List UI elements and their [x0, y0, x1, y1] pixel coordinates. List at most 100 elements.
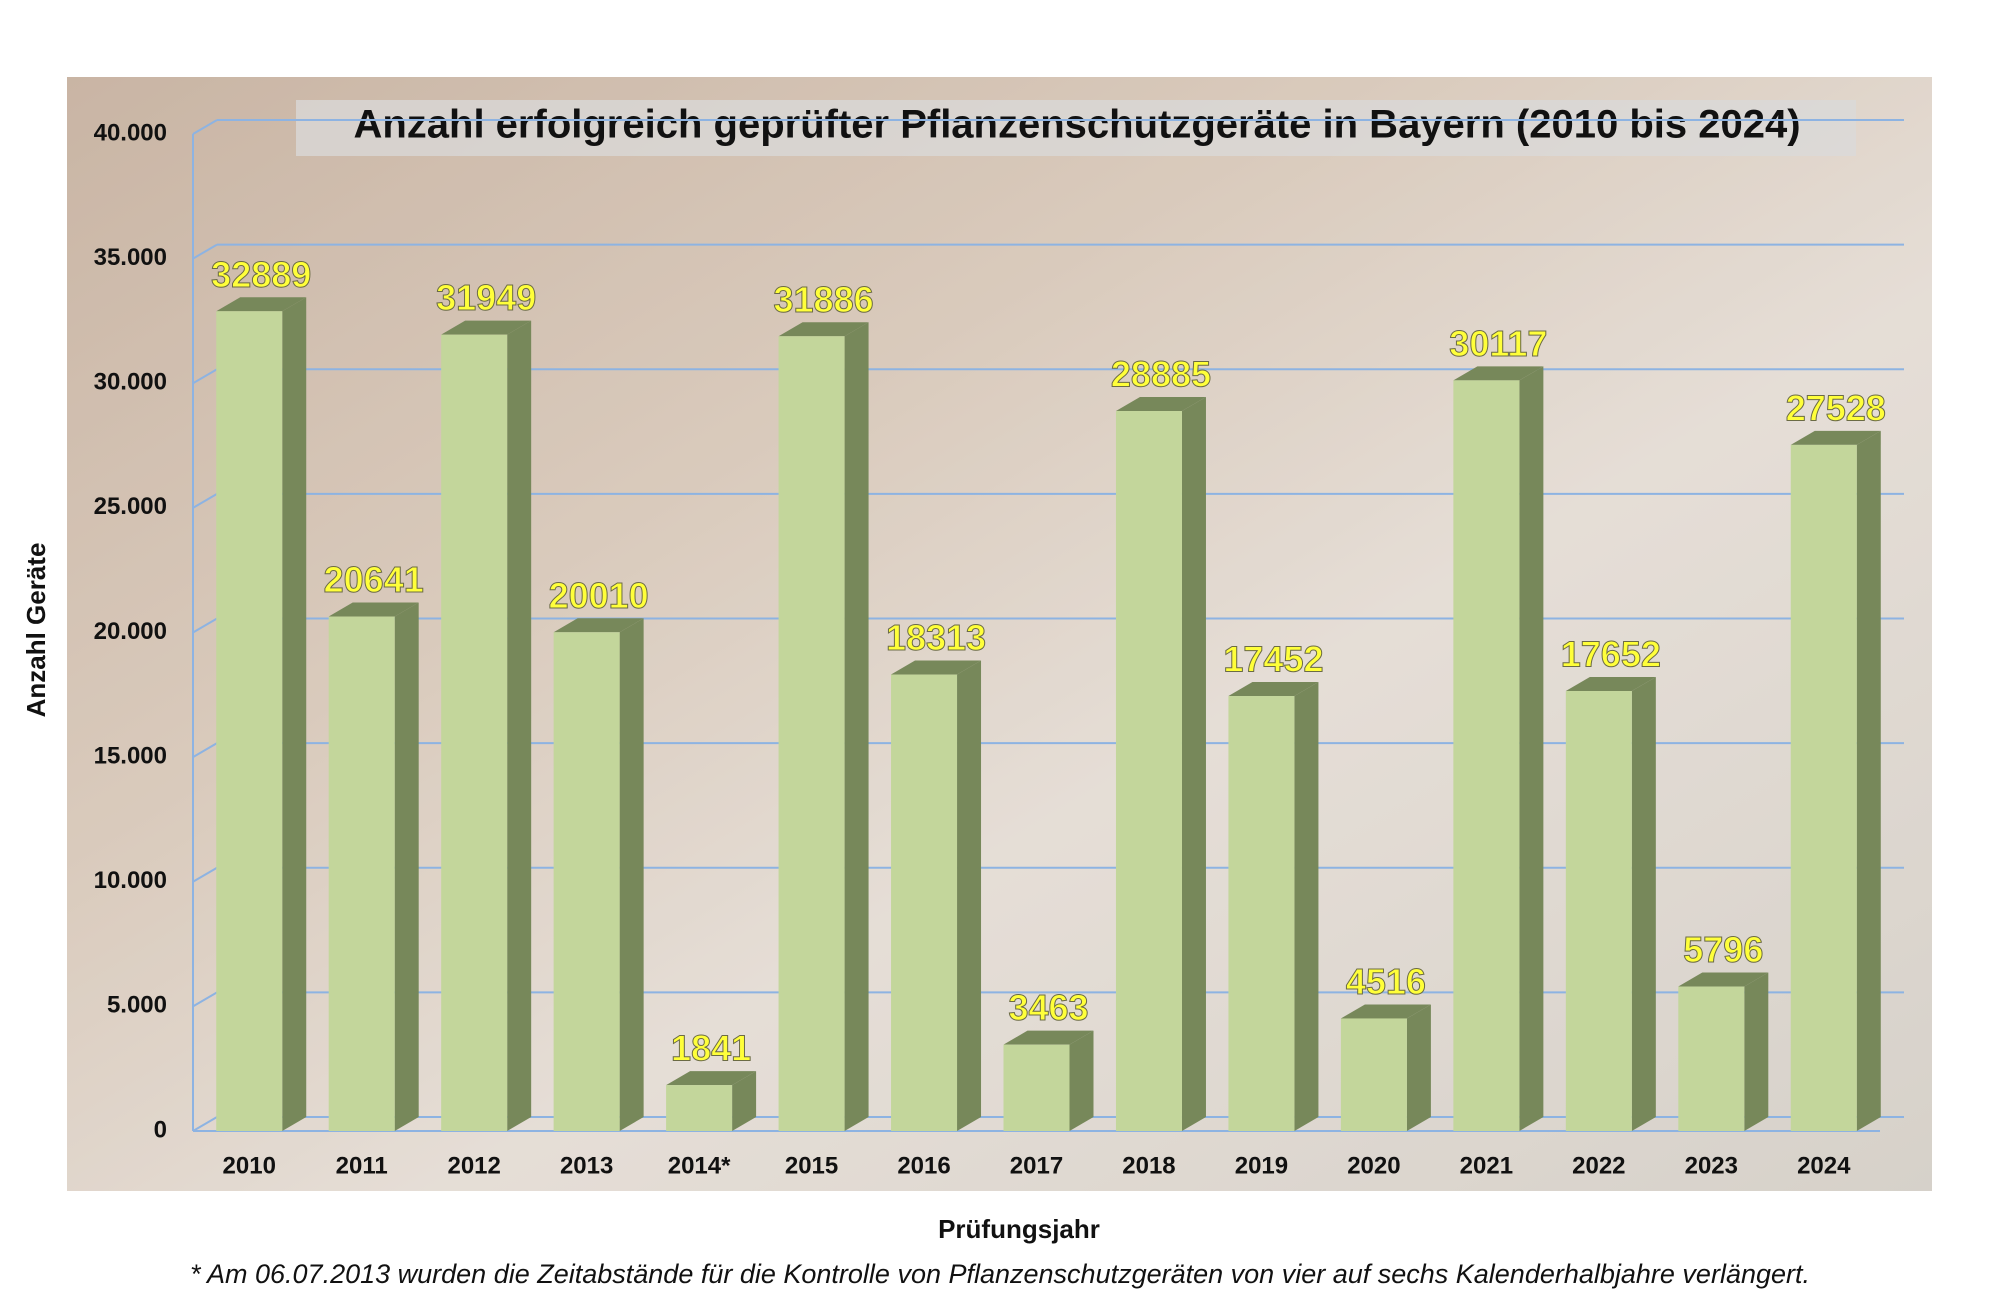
bar — [778, 336, 845, 1131]
value-label: 31886 — [774, 279, 874, 320]
bar-side — [844, 322, 869, 1131]
chart-title: Anzahl erfolgreich geprüfter Pflanzensch… — [353, 103, 1800, 147]
x-tick-label: 2016 — [897, 1152, 950, 1179]
bar-side — [1406, 1004, 1431, 1131]
bar-side — [282, 297, 307, 1131]
grid-line-side — [192, 493, 218, 509]
footnote: * Am 06.07.2013 wurden die Zeitabstände … — [190, 1259, 1810, 1289]
x-tick-label: 2017 — [1010, 1152, 1063, 1179]
bar-top — [328, 602, 419, 617]
y-tick-label: 40.000 — [94, 119, 167, 146]
x-tick-label: 2011 — [336, 1152, 388, 1179]
bar — [441, 334, 508, 1132]
x-tick-label: 2018 — [1122, 1152, 1175, 1179]
bar-side — [1069, 1030, 1094, 1131]
grid-line-side — [192, 368, 218, 385]
x-tick-label: 2023 — [1685, 1152, 1738, 1179]
bar-top — [1115, 397, 1206, 412]
x-tick-label: 2014* — [668, 1152, 731, 1179]
value-label: 28885 — [1111, 354, 1211, 395]
bar-side — [619, 618, 644, 1131]
y-tick-label: 0 — [154, 1116, 167, 1143]
x-tick-label: 2024 — [1797, 1152, 1851, 1179]
value-label: 5796 — [1683, 929, 1763, 970]
bar-top — [1340, 1004, 1431, 1019]
value-label: 31949 — [436, 277, 536, 318]
bar-top — [891, 660, 982, 675]
bar-top — [666, 1071, 757, 1086]
grid-line-side — [192, 617, 218, 634]
value-label: 20010 — [549, 575, 649, 616]
bar-top — [216, 297, 307, 312]
x-tick-label: 2010 — [223, 1152, 276, 1179]
y-tick-label: 5.000 — [107, 992, 167, 1019]
plot-area: 0 5.000 10.000 15.000 20.000 25.000 30.000 35.0… — [94, 119, 1904, 1179]
bar-side — [957, 660, 982, 1131]
bar — [1115, 411, 1182, 1131]
bar — [1453, 380, 1520, 1132]
y-axis-label: Anzahl Geräte — [21, 543, 51, 718]
x-tick-label: 2019 — [1235, 1152, 1288, 1179]
grid-line-side — [192, 991, 218, 1008]
bar-top — [441, 320, 532, 335]
bar — [1228, 696, 1295, 1131]
bar — [891, 674, 958, 1131]
x-tick-label: 2012 — [447, 1152, 500, 1179]
y-tick-label: 35.000 — [94, 244, 167, 271]
value-label: 17652 — [1561, 634, 1661, 675]
grid-line-side — [192, 866, 218, 883]
x-axis-label: Prüfungsjahr — [938, 1214, 1100, 1244]
value-label: 30117 — [1449, 323, 1547, 364]
bar — [216, 311, 283, 1131]
bar-side — [1744, 972, 1769, 1131]
bar-top — [1003, 1030, 1094, 1045]
bar-side — [1519, 366, 1544, 1132]
value-label: 18313 — [886, 617, 986, 658]
y-tick-label: 20.000 — [94, 618, 167, 645]
x-tick-label: 2013 — [560, 1152, 613, 1179]
bar-side — [394, 602, 419, 1131]
grid-line-side — [192, 243, 218, 260]
bar-side — [1856, 430, 1881, 1131]
value-label: 20641 — [324, 559, 424, 600]
bar-side — [1181, 397, 1206, 1131]
bar — [1003, 1044, 1070, 1131]
grid-line-side — [192, 742, 218, 758]
bar-top — [1565, 677, 1656, 692]
y-tick-label: 25.000 — [94, 493, 167, 520]
bar-top — [1228, 682, 1319, 697]
bar-side — [1631, 677, 1656, 1131]
x-tick-label: 2022 — [1572, 1152, 1625, 1179]
grid-line-side — [192, 119, 218, 135]
bar-side — [732, 1071, 757, 1131]
bar — [1678, 986, 1745, 1131]
value-label: 27528 — [1786, 387, 1886, 428]
bar — [1565, 691, 1632, 1131]
bar — [666, 1085, 733, 1131]
value-label: 4516 — [1346, 961, 1426, 1002]
y-tick-label: 30.000 — [94, 369, 167, 396]
bar — [1790, 444, 1857, 1131]
x-tick-label: 2015 — [785, 1152, 838, 1179]
bar-top — [1678, 972, 1769, 987]
bar — [553, 632, 620, 1131]
bar-top — [1453, 366, 1544, 381]
bar-top — [778, 322, 869, 337]
x-tick-label: 2021 — [1460, 1152, 1513, 1179]
value-label: 1841 — [671, 1028, 751, 1069]
value-label: 3463 — [1008, 987, 1088, 1028]
y-tick-label: 10.000 — [94, 867, 167, 894]
bar-side — [507, 320, 532, 1132]
bar-side — [1294, 682, 1319, 1131]
value-label: 32889 — [211, 254, 311, 295]
bar — [328, 616, 395, 1131]
value-label: 17452 — [1223, 639, 1323, 680]
bar-top — [1790, 430, 1881, 445]
title-box — [296, 100, 1856, 156]
bar-top — [553, 618, 644, 633]
grid-line-side — [192, 1116, 218, 1132]
y-tick-label: 15.000 — [94, 742, 167, 769]
x-tick-label: 2020 — [1347, 1152, 1400, 1179]
bar — [1340, 1018, 1407, 1131]
